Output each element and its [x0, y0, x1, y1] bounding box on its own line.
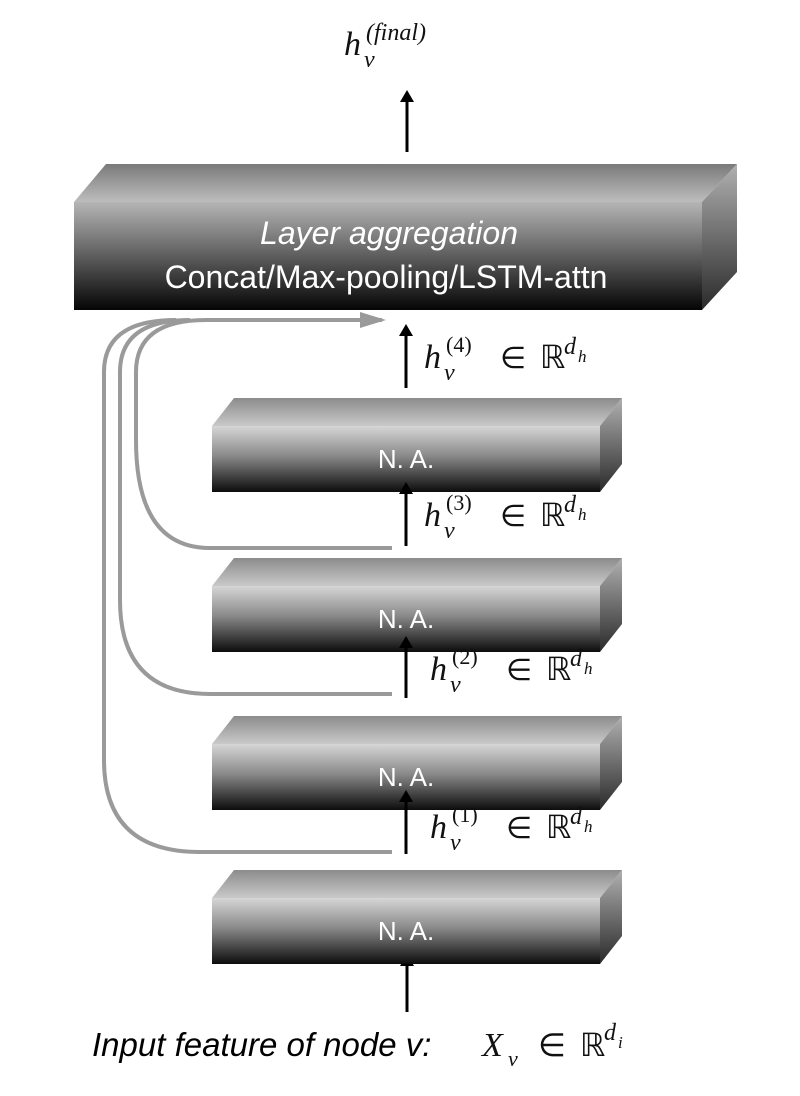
final-output-sub: v: [364, 47, 375, 73]
na-block-label: N. A.: [378, 762, 434, 792]
hidden-output-sup: (2): [452, 644, 478, 669]
input-feature-label: Input feature of node v: X v ∈ ℝ d i: [92, 1020, 623, 1071]
hidden-output-in: ∈: [506, 654, 532, 687]
hidden-output-dim-sub: h: [584, 659, 593, 678]
input-in-symbol: ∈: [538, 1027, 566, 1063]
hidden-output-sub: v: [450, 672, 461, 698]
hidden-output-2: h v(2) ∈ ℝd h: [399, 636, 593, 698]
input-feature-text: Input feature of node v:: [92, 1026, 431, 1063]
hidden-output-dim: d: [570, 646, 583, 672]
na-block-top-face: [212, 716, 622, 744]
na-block-top-face: [212, 870, 622, 898]
hidden-output-1: h v(1) ∈ ℝd h: [399, 790, 593, 856]
na-layer-block-1: N. A.: [212, 870, 622, 964]
hidden-output-sub: v: [450, 830, 461, 856]
hidden-output-sub: v: [444, 360, 455, 386]
hidden-output-space: ℝ: [540, 338, 565, 376]
hidden-output-dim: d: [564, 334, 577, 360]
hidden-output-dim-sub: h: [578, 505, 587, 524]
hidden-output-in: ∈: [506, 812, 532, 845]
na-block-front-face: [212, 426, 600, 492]
hidden-output-sup: (1): [452, 802, 478, 827]
skip-connections: [102, 312, 392, 854]
input-var: X: [480, 1027, 504, 1064]
aggregation-side-face: [702, 164, 737, 310]
na-block-front-face: [212, 898, 600, 964]
na-block-side-face: [600, 558, 622, 652]
hidden-output-base: h: [430, 651, 447, 688]
input-var-sub: v: [508, 1046, 518, 1071]
skip-line-layer1: [102, 318, 392, 854]
hidden-output-in: ∈: [500, 342, 526, 375]
hidden-output-4: h v(4) ∈ ℝd h: [399, 324, 587, 388]
input-space-symbol: ℝ: [580, 1026, 605, 1064]
hidden-output-labels: h v(1) ∈ ℝd hh v(2) ∈ ℝd hh v(3) ∈ ℝd hh v(4) ∈ ℝd h: [399, 324, 593, 856]
final-output-base: h: [344, 26, 361, 63]
hidden-output-base: h: [424, 339, 441, 376]
hidden-output-base: h: [424, 497, 441, 534]
na-block-side-face: [600, 870, 622, 964]
hidden-output-space: ℝ: [546, 650, 571, 688]
na-layer-block-2: N. A.: [212, 716, 622, 810]
na-block-top-face: [212, 398, 622, 426]
hidden-output-base: h: [430, 809, 447, 846]
na-block-side-face: [600, 716, 622, 810]
aggregation-methods: Concat/Max-pooling/LSTM-attn: [165, 259, 608, 295]
neighbor-aggregation-layers: N. A. N. A. N. A. N. A.: [212, 398, 622, 964]
hidden-output-sup: (3): [446, 490, 472, 515]
hidden-output-3: h v(3) ∈ ℝd h: [399, 482, 587, 546]
hidden-output-space: ℝ: [540, 496, 565, 534]
input-dim-sub: i: [618, 1033, 623, 1052]
hidden-output-sub: v: [444, 518, 455, 544]
hidden-output-dim: d: [564, 492, 577, 518]
na-block-top-face: [212, 558, 622, 586]
hidden-output-in: ∈: [500, 500, 526, 533]
na-layer-block-3: N. A.: [212, 558, 622, 652]
skip-line-layer2: [118, 318, 392, 696]
aggregation-title: Layer aggregation: [260, 215, 518, 251]
na-block-label: N. A.: [378, 604, 434, 634]
skip-line-layer3: [134, 312, 392, 550]
hidden-output-dim-sub: h: [578, 347, 587, 366]
hidden-output-sup: (4): [446, 332, 472, 357]
final-output-sup: (final): [366, 20, 426, 46]
hidden-output-dim: d: [570, 804, 583, 830]
final-output-label: h v (final): [344, 20, 426, 73]
na-block-label: N. A.: [378, 916, 434, 946]
na-block-label: N. A.: [378, 444, 434, 474]
na-block-side-face: [600, 398, 622, 492]
na-layer-block-4: N. A.: [212, 398, 622, 492]
aggregation-front-face: [74, 202, 702, 310]
layer-aggregation-block: Layer aggregation Concat/Max-pooling/LST…: [74, 164, 737, 310]
input-dim: d: [604, 1020, 617, 1046]
aggregation-top-face: [74, 164, 737, 202]
hidden-output-dim-sub: h: [584, 817, 593, 836]
hidden-output-space: ℝ: [546, 808, 571, 846]
